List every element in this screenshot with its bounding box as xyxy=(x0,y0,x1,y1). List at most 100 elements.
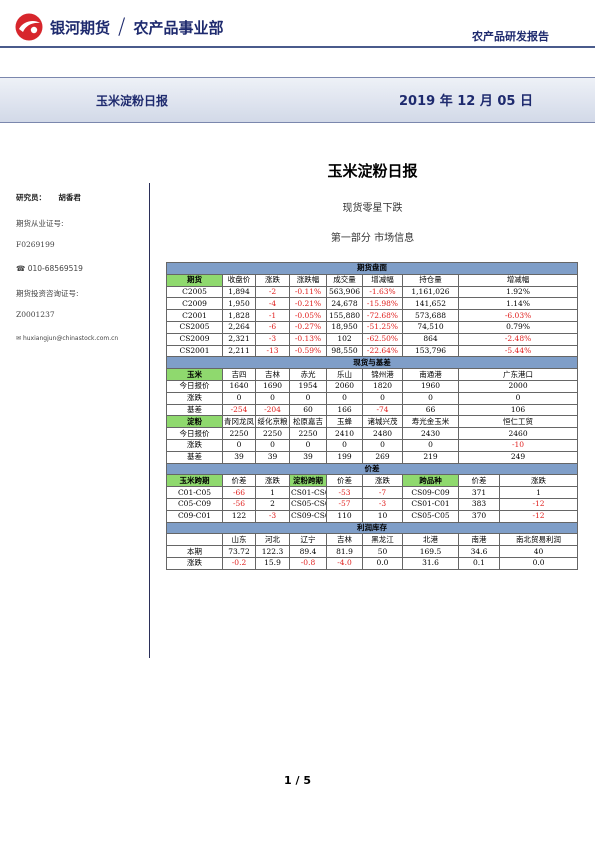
section-header: 利润库存 xyxy=(165,521,579,535)
column-header: 吉林 xyxy=(326,533,363,547)
table-cell: 141,652 xyxy=(402,297,459,311)
table-cell: CS09-C09 xyxy=(402,486,459,499)
table-cell: 10 xyxy=(362,509,403,523)
table-cell: 199 xyxy=(326,450,363,464)
table-cell: -6.03% xyxy=(457,309,579,322)
table-cell: 基差 xyxy=(166,403,223,417)
table-cell: 0.0 xyxy=(498,556,579,570)
column-header: 山东 xyxy=(222,533,256,547)
table-row: 玉米跨期 价差 涨跌 淀粉跨期 价差 涨跌 跨品种 价差 涨跌 xyxy=(166,474,579,488)
table-cell: 24,678 xyxy=(326,297,363,311)
table-cell: CS05-CS09 xyxy=(289,497,327,511)
table-cell: 1.14% xyxy=(457,297,579,311)
column-header: 绥化京粮 xyxy=(255,415,290,429)
email-line[interactable]: ✉ huxiangjun@chinastock.com.cn xyxy=(16,335,118,342)
table-cell: -62.50% xyxy=(362,332,403,346)
column-header: 价差 xyxy=(222,474,256,488)
table-row: 价差 xyxy=(165,462,579,476)
table-cell: 2 xyxy=(255,497,290,511)
table-cell: -0.21% xyxy=(289,297,327,311)
table-cell: 39 xyxy=(222,450,256,464)
table-cell: 2250 xyxy=(289,427,327,440)
band-date: 2019 年 12 月 05 日 xyxy=(399,94,533,109)
table-cell: -5.44% xyxy=(457,344,579,358)
sidebar-divider xyxy=(149,183,150,658)
email-address[interactable]: huxiangjun@chinastock.com.cn xyxy=(22,335,119,342)
column-header: 吉林 xyxy=(255,368,290,381)
table-row: 利润库存 xyxy=(165,521,579,535)
column-header: 玉米跨期 xyxy=(166,474,223,488)
table-cell: 269 xyxy=(362,450,403,464)
table-row: 本期 73.72 122.3 89.4 81.9 50 169.5 34.6 40 xyxy=(166,545,579,558)
table-cell: 1690 xyxy=(255,379,290,393)
table-cell: 基差 xyxy=(166,450,223,464)
column-header: 南北贸易利润 xyxy=(498,533,579,547)
table-cell: 563,906 xyxy=(326,285,363,299)
title-band xyxy=(0,77,595,123)
table-cell: -2 xyxy=(255,285,290,299)
table-cell: 73.72 xyxy=(222,545,256,558)
column-header: 广东港口 xyxy=(457,368,579,381)
table-row: 山东 河北 辽宁 吉林 黑龙江 北港 南港 南北贸易利润 xyxy=(166,533,579,547)
table-row: CS2001 2,211 -13 -0.59% 98,550 -22.64% 153,796… xyxy=(166,344,579,358)
table-cell: 1,950 xyxy=(222,297,256,311)
report-type: 农产品研发报告 xyxy=(472,30,549,43)
table-cell: -0.8 xyxy=(289,556,327,570)
column-header: 价差 xyxy=(326,474,363,488)
section-header: 现货与基差 xyxy=(165,356,579,370)
table-cell: 本期 xyxy=(166,545,223,558)
table-cell: C2005 xyxy=(166,285,223,299)
table-cell: 0 xyxy=(457,391,579,405)
column-header: 南港 xyxy=(458,533,500,547)
table-cell: -51.25% xyxy=(362,320,403,334)
section-header: 价差 xyxy=(165,462,579,476)
table-cell: 0 xyxy=(289,391,327,405)
table-cell: -7 xyxy=(362,486,403,499)
column-header: 价差 xyxy=(458,474,500,488)
table-cell: 1,161,026 xyxy=(402,285,459,299)
table-cell: 370 xyxy=(458,509,500,523)
table-cell: 15.9 xyxy=(255,556,290,570)
department-name: 农产品事业部 xyxy=(133,18,224,37)
table-row: 今日报价 1640 1690 1954 2060 1820 1960 2000 xyxy=(166,379,579,393)
table-cell: 0.0 xyxy=(362,556,403,570)
table-cell: 102 xyxy=(326,332,363,346)
table-cell: 1 xyxy=(498,486,579,499)
table-row: 玉米 吉四 吉林 赤光 乐山 锦州港 南通港 广东港口 xyxy=(166,368,579,381)
column-header: 诸城兴茂 xyxy=(362,415,403,429)
table-row: 现货与基差 xyxy=(165,356,579,370)
table-cell: -1 xyxy=(255,309,290,322)
table-cell: CS01-CS05 xyxy=(289,486,327,499)
table-cell: CS01-C01 xyxy=(402,497,459,511)
column-header: 乐山 xyxy=(326,368,363,381)
header-divider xyxy=(0,46,595,48)
table-cell: 1640 xyxy=(222,379,256,393)
table-cell: C01-C05 xyxy=(166,486,223,499)
table-row: C2009 1,950 -4 -0.21% 24,678 -15.98% 141,652 1.… xyxy=(166,297,579,311)
table-cell: 2,264 xyxy=(222,320,256,334)
email-icon: ✉ xyxy=(16,335,22,342)
table-cell: 1820 xyxy=(362,379,403,393)
column-header: 玉米 xyxy=(166,368,223,381)
table-cell: C09-C01 xyxy=(166,509,223,523)
column-header: 增减幅 xyxy=(362,273,403,287)
table-cell: -12 xyxy=(498,509,579,523)
table-cell: 2,211 xyxy=(222,344,256,358)
table-cell: 2000 xyxy=(457,379,579,393)
table-cell: 0 xyxy=(255,391,290,405)
table-cell: 2410 xyxy=(326,427,363,440)
column-header: 南通港 xyxy=(402,368,459,381)
table-cell: 涨跌 xyxy=(166,438,223,452)
table-cell: -254 xyxy=(222,403,256,417)
table-row: 基差 -254 -204 60 166 -74 66 106 xyxy=(166,403,579,417)
table-cell: 0 xyxy=(222,438,256,452)
table-row: 涨跌 -0.2 15.9 -0.8 -4.0 0.0 31.6 0.1 0.0 xyxy=(166,556,579,570)
table-cell: 0.1 xyxy=(458,556,500,570)
table-cell: 0 xyxy=(362,391,403,405)
table-cell: 2460 xyxy=(457,427,579,440)
table-row: C2001 1,828 -1 -0.05% 155,880 -72.68% 573,688-… xyxy=(166,309,579,322)
table-cell: 864 xyxy=(402,332,459,346)
column-header: 淀粉跨期 xyxy=(289,474,327,488)
table-row: 涨跌 0 0 0 0 0 0 0 xyxy=(166,391,579,405)
